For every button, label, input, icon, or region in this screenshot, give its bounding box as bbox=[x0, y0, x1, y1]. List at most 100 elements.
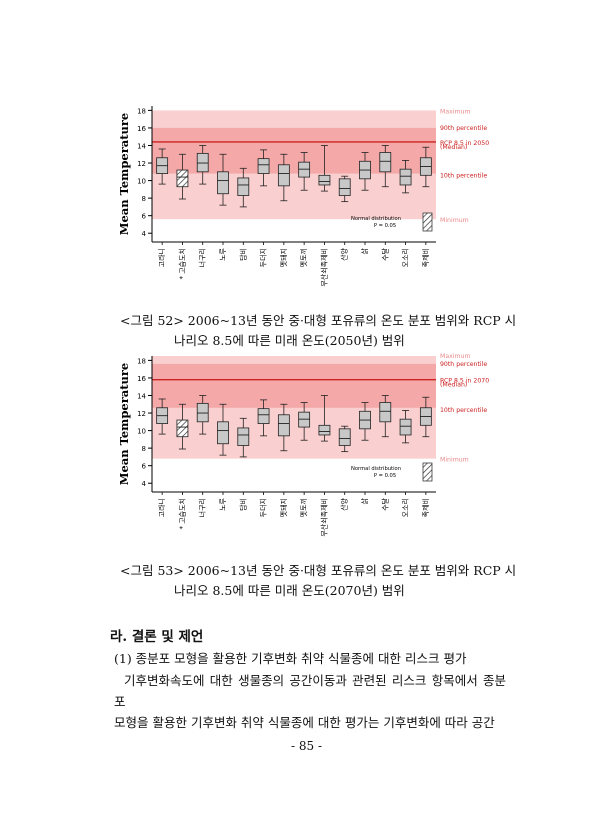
y-tick-label: 4 bbox=[142, 230, 147, 238]
x-tick-label: 산양 bbox=[340, 247, 349, 260]
figure-52-chart: 4 6 8 10 12 14 16 18 Mean Temperature 고라니 * 고슴도치 너구… bbox=[110, 100, 510, 300]
legend-line2: P = 0.05 bbox=[374, 473, 396, 479]
x-tick-label: 담비 bbox=[238, 498, 247, 511]
section-title: 라. 결론 및 제언 bbox=[110, 629, 204, 645]
x-tick-label: 산양 bbox=[340, 497, 349, 510]
legend-swatch bbox=[422, 462, 433, 482]
x-tick-label: 고라니 bbox=[157, 248, 166, 267]
box bbox=[318, 424, 331, 436]
body-paragraph: 기후변화속도에 대한 생물종의 공간이동과 관련된 리스크 항목에서 종분포 모… bbox=[114, 670, 506, 733]
x-tick-label: 두더지 bbox=[259, 248, 268, 267]
y-axis-label: Mean Temperature bbox=[117, 363, 131, 486]
y-tick-label: 12 bbox=[137, 410, 146, 418]
box bbox=[277, 414, 290, 437]
x-tick-label: 담비 bbox=[238, 248, 247, 261]
x-tick-label: 무산쇠족제비 bbox=[319, 498, 328, 537]
legend-swatch bbox=[422, 212, 433, 232]
x-tick-label: 멧돼지 bbox=[279, 498, 288, 517]
annotation-maximum: Maximum bbox=[440, 108, 471, 115]
annotation-rcp-median-note: (Median) bbox=[440, 382, 467, 389]
y-tick-label: 8 bbox=[142, 195, 146, 203]
page-number: - 85 - bbox=[290, 739, 322, 753]
box bbox=[237, 427, 250, 446]
annotation-90th-percentile: 90th percentile bbox=[440, 125, 487, 132]
y-tick-label: 18 bbox=[137, 107, 146, 115]
x-tick-label: 멧토끼 bbox=[299, 498, 308, 517]
x-tick-label: 노루 bbox=[219, 497, 227, 510]
x-tick-label: 멧토끼 bbox=[299, 248, 308, 267]
y-tick-label: 6 bbox=[142, 463, 147, 471]
legend-line1: Normal distribution bbox=[351, 216, 401, 222]
x-tick-label: 두더지 bbox=[259, 498, 268, 517]
box bbox=[338, 428, 351, 446]
band-p10-p90 bbox=[152, 363, 436, 408]
x-tick-label: 삵 bbox=[360, 497, 369, 504]
x-tick-label: * 고슴도치 bbox=[177, 498, 186, 530]
figure-52-caption: <그림 52> 2006~13년 동안 중·대형 포유류의 온도 분포 범위와 … bbox=[120, 311, 520, 351]
y-tick-label: 4 bbox=[142, 480, 147, 488]
figure-52-caption-line2: 나리오 8.5에 따른 미래 온도(2050년) 범위 bbox=[174, 333, 405, 348]
x-tick-label: 삵 bbox=[360, 247, 369, 254]
x-tick-label: 노루 bbox=[219, 247, 227, 260]
x-tick-label: 오소리 bbox=[401, 248, 410, 267]
x-tick-label: 수달 bbox=[381, 497, 389, 510]
legend-line2: P = 0.05 bbox=[374, 223, 396, 229]
box bbox=[318, 174, 331, 186]
box bbox=[399, 418, 412, 436]
x-tick-label: 너구리 bbox=[198, 248, 207, 267]
y-tick-label: 16 bbox=[137, 125, 146, 133]
annotation-rcp-median: RCP 8.5 in 2050 bbox=[440, 140, 489, 147]
y-tick-label: 6 bbox=[142, 213, 147, 221]
figure-53-caption: <그림 53> 2006~13년 동안 중·대형 포유류의 온도 분포 범위와 … bbox=[120, 561, 520, 601]
figure-53-caption-line1: <그림 53> 2006~13년 동안 중·대형 포유류의 온도 분포 범위와 … bbox=[120, 563, 517, 578]
box-plot-2070: 4 6 8 10 12 14 16 18 Mean Temperature 고라니 * 고슴도치 너구… bbox=[117, 353, 489, 537]
y-tick-label: 16 bbox=[137, 375, 146, 383]
box bbox=[217, 171, 229, 195]
y-axis-label: Mean Temperature bbox=[117, 113, 131, 236]
paragraph-line: 기후변화속도에 대한 생물종의 공간이동과 관련된 리스크 항목에서 종분포 bbox=[114, 673, 506, 709]
y-tick-label: 10 bbox=[137, 178, 146, 186]
figure-52-caption-line1: <그림 52> 2006~13년 동안 중·대형 포유류의 온도 분포 범위와 … bbox=[120, 313, 517, 328]
x-tick-label: 멧돼지 bbox=[279, 248, 288, 267]
y-tick-label: 14 bbox=[137, 392, 146, 400]
y-tick-label: 10 bbox=[137, 428, 146, 436]
y-tick-label: 14 bbox=[137, 142, 146, 150]
x-tick-label: 고라니 bbox=[157, 498, 166, 517]
annotation-rcp-median-note: (Median) bbox=[440, 144, 467, 151]
box bbox=[257, 408, 270, 424]
y-tick-label: 18 bbox=[137, 357, 146, 365]
box bbox=[338, 178, 351, 196]
annotation-minimum: Minimum bbox=[440, 457, 469, 464]
x-tick-label: 족제비 bbox=[421, 498, 430, 517]
x-tick-label: * 고슴도치 bbox=[177, 248, 186, 280]
annotation-maximum: Maximum bbox=[440, 353, 471, 360]
band-p10-p90 bbox=[152, 127, 436, 174]
box bbox=[237, 177, 250, 196]
x-tick-label: 족제비 bbox=[421, 248, 430, 267]
box bbox=[399, 168, 412, 186]
box bbox=[277, 164, 290, 187]
y-tick-label: 12 bbox=[137, 160, 146, 168]
annotation-rcp-median: RCP 8.5 in 2070 bbox=[440, 378, 489, 385]
box bbox=[379, 402, 392, 423]
annotation-10th-percentile: 10th percentile bbox=[440, 407, 487, 414]
box bbox=[176, 169, 189, 188]
x-tick-label: 오소리 bbox=[401, 498, 410, 517]
box bbox=[217, 421, 229, 445]
annotation-90th-percentile: 90th percentile bbox=[440, 361, 487, 368]
x-tick-label: 무산쇠족제비 bbox=[319, 248, 328, 287]
y-tick-label: 8 bbox=[142, 445, 146, 453]
box bbox=[176, 419, 189, 438]
box bbox=[379, 152, 392, 173]
x-tick-label: 너구리 bbox=[198, 498, 207, 517]
subsection-heading: (1) 종분포 모형을 활용한 기후변화 취약 식물종에 대한 리스크 평가 bbox=[114, 651, 467, 666]
annotation-minimum: Minimum bbox=[440, 217, 469, 224]
box-plot-2050: 4 6 8 10 12 14 16 18 Mean Temperature 고라니 * 고슴도치 너구… bbox=[117, 106, 489, 287]
figure-53-chart: 4 6 8 10 12 14 16 18 Mean Temperature 고라니 * 고슴도치 너구… bbox=[110, 350, 510, 550]
legend-line1: Normal distribution bbox=[351, 466, 401, 472]
paragraph-line: 모형을 활용한 기후변화 취약 식물종에 대한 평가는 기후변화에 따라 공간 bbox=[114, 715, 495, 730]
box bbox=[257, 158, 270, 174]
annotation-10th-percentile: 10th percentile bbox=[440, 173, 487, 180]
figure-53-caption-line2: 나리오 8.5에 따른 미래 온도(2070년) 범위 bbox=[174, 583, 405, 598]
x-tick-label: 수달 bbox=[381, 247, 389, 260]
